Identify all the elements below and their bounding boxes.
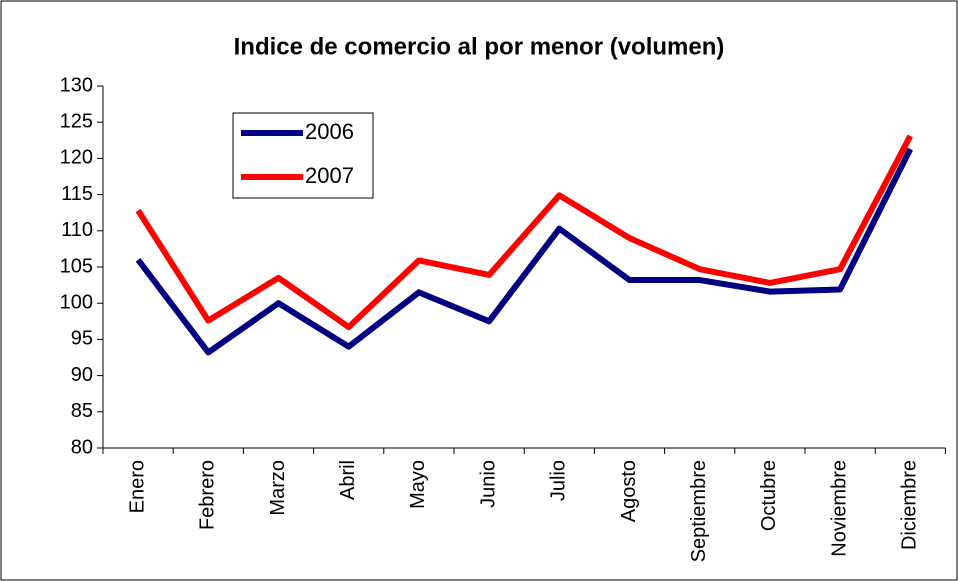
x-tick-label: Julio (548, 460, 570, 501)
y-tick-label: 110 (61, 219, 93, 241)
series-line (135, 134, 913, 331)
y-tick-label: 90 (71, 364, 93, 386)
y-tick-label: 100 (60, 291, 93, 313)
x-tick-label: Abril (337, 460, 359, 500)
x-tick-label: Marzo (267, 460, 289, 516)
y-tick-label: 85 (71, 400, 93, 422)
x-tick-label: Septiembre (688, 460, 710, 562)
y-tick-label: 95 (71, 328, 93, 350)
y-tick-label: 125 (60, 110, 93, 132)
y-tick-label: 130 (60, 74, 93, 96)
y-tick-label: 80 (71, 436, 93, 458)
x-tick-label: Febrero (197, 460, 219, 530)
legend-label: 2007 (305, 163, 354, 188)
y-tick-label: 120 (60, 147, 93, 169)
legend-label: 2006 (305, 119, 354, 144)
x-tick-label: Junio (477, 460, 499, 508)
chart-title: Indice de comercio al por menor (volumen… (234, 33, 725, 60)
x-tick-label: Diciembre (899, 460, 921, 550)
x-tick-label: Mayo (407, 460, 429, 509)
series-line (135, 147, 913, 356)
x-tick-label: Agosto (618, 460, 640, 522)
x-tick-label: Enero (126, 460, 148, 513)
y-tick-label: 115 (61, 183, 93, 205)
x-tick-label: Noviembre (828, 460, 850, 557)
legend-box (232, 112, 374, 199)
y-tick-label: 105 (60, 255, 93, 277)
x-tick-label: Octubre (758, 460, 780, 531)
